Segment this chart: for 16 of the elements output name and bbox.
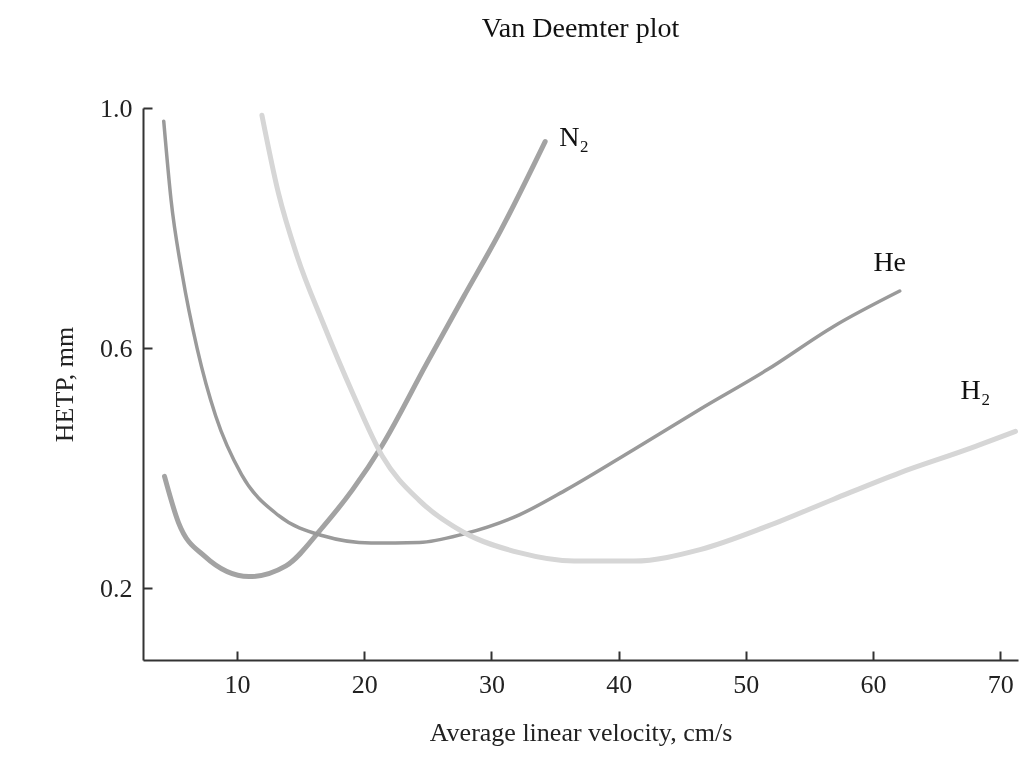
x-tick-label: 50 xyxy=(733,669,760,699)
x-axis-title: Average linear velocity, cm/s xyxy=(429,717,733,747)
y-axis-title: HETP, mm xyxy=(50,326,79,443)
x-tick-label: 20 xyxy=(351,669,378,699)
x-tick-label: 30 xyxy=(478,669,505,699)
x-tick-label: 70 xyxy=(987,669,1014,699)
y-tick-label: 1.0 xyxy=(100,93,133,123)
x-tick-label: 60 xyxy=(860,669,887,699)
chart-title: Van Deemter plot xyxy=(481,12,680,43)
series-label: He xyxy=(873,246,907,277)
y-tick-label: 0.2 xyxy=(100,573,133,603)
y-tick-label: 0.6 xyxy=(100,333,133,363)
x-tick-label: 40 xyxy=(606,669,633,699)
x-tick-label: 10 xyxy=(224,669,251,699)
series-label: N₂ xyxy=(559,120,590,152)
series-label: H₂ xyxy=(960,374,991,406)
